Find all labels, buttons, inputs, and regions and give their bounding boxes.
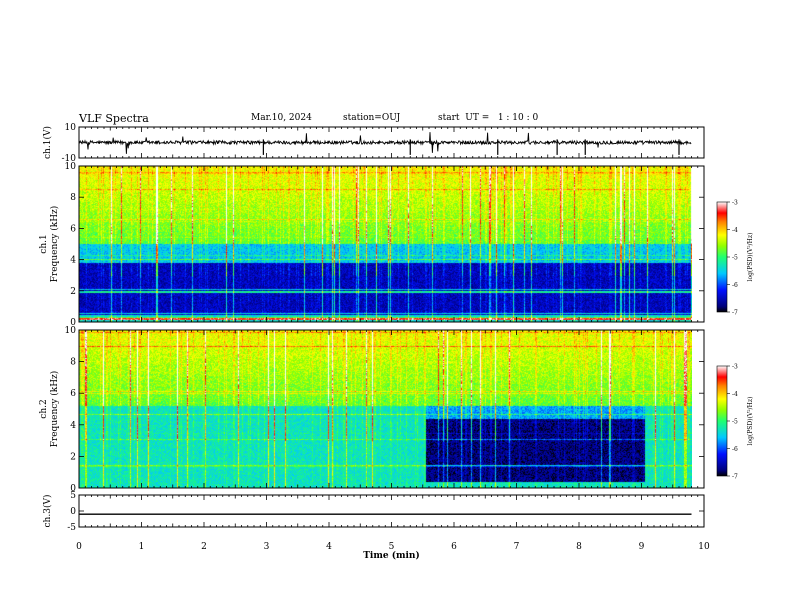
colorbar-ch1-label: log(PSD)(V²/Hz) xyxy=(747,233,754,282)
spectrogram-ch1-ytick-label: 6 xyxy=(70,224,76,234)
waveform-ch1-trace xyxy=(78,132,692,154)
colorbar-ch1-tick-label: -6 xyxy=(732,282,738,289)
xtick-label: 3 xyxy=(264,542,270,552)
xtick-label: 2 xyxy=(201,542,207,552)
spectrogram-ch1-ytick-label: 8 xyxy=(70,193,76,203)
waveform-ch3-ylabel: ch.3(V) xyxy=(42,495,53,528)
xtick-label: 7 xyxy=(514,542,520,552)
spectrogram-ch2-ylabel: Frequency (kHz) xyxy=(49,371,60,448)
x-axis-label: Time (min) xyxy=(363,550,420,561)
colorbar-ch1 xyxy=(716,201,728,313)
xtick-label: 1 xyxy=(139,542,145,552)
xtick-label: 0 xyxy=(76,542,82,552)
spectrogram-ch2-ytick-label: 4 xyxy=(70,421,76,431)
colorbar-ch1-tick-label: -7 xyxy=(732,310,738,317)
xtick-label: 9 xyxy=(639,542,645,552)
spectrogram-ch1-ylabel-channel: ch.1 xyxy=(39,234,49,253)
station-label: station=OUJ xyxy=(343,113,401,123)
spectrogram-ch1-image xyxy=(79,166,692,322)
spectrogram-ch2-ylabel-channel: ch.2 xyxy=(39,399,49,418)
chart-title: VLF Spectra xyxy=(79,112,149,125)
xtick-label: 8 xyxy=(576,542,582,552)
colorbar-ch2-label: log(PSD)(V²/Hz) xyxy=(747,397,754,446)
spectrogram-ch2-ytick-label: 10 xyxy=(65,326,77,336)
spectrogram-ch1-ylabel: Frequency (kHz) xyxy=(49,206,60,283)
spectrogram-ch2-ytick-label: 8 xyxy=(70,358,76,368)
colorbar-ch2-tick-label: -7 xyxy=(732,474,738,481)
date-label: Mar.10, 2024 xyxy=(251,113,312,123)
colorbar-ch1-tick-label: -4 xyxy=(732,227,738,234)
spectrogram-ch2-ytick-label: 0 xyxy=(70,484,76,494)
colorbar-ch1-tick-label: -5 xyxy=(732,255,738,262)
colorbar-ch2-tick-label: -4 xyxy=(732,391,738,398)
spectrogram-ch1-ytick-label: 2 xyxy=(70,287,76,297)
waveform-ch3-ytick-label: 5 xyxy=(70,491,76,501)
colorbar-ch2-tick-label: -5 xyxy=(732,419,738,426)
waveform-ch1-ylabel: ch.1(V) xyxy=(42,126,53,159)
spectrogram-ch2-ytick-label: 6 xyxy=(70,389,76,399)
waveform-ch1-ytick-label: -10 xyxy=(62,154,77,164)
spectrogram-ch2-image xyxy=(79,330,692,488)
waveform-ch1-ytick-label: 10 xyxy=(65,123,77,133)
xtick-label: 4 xyxy=(326,542,332,552)
spectrogram-ch2-ytick-label: 2 xyxy=(70,452,76,462)
colorbar-ch2-tick-label: -6 xyxy=(732,446,738,453)
waveform-ch3-ytick-label: 0 xyxy=(70,507,76,517)
xtick-label: 5 xyxy=(389,542,395,552)
spectrogram-ch1-ytick-label: 4 xyxy=(70,256,76,266)
waveform-ch3-ytick-label: -5 xyxy=(67,523,76,533)
start-time-label: start UT = 1 : 10 : 0 xyxy=(438,113,539,123)
spectrogram-ch1-ytick-label: 10 xyxy=(65,162,77,172)
colorbar-ch1-tick-label: -3 xyxy=(732,200,738,207)
colorbar-ch2-tick-label: -3 xyxy=(732,364,738,371)
spectrogram-ch1-ytick-label: 0 xyxy=(70,318,76,328)
xtick-label: 6 xyxy=(451,542,457,552)
xtick-label: 10 xyxy=(698,542,710,552)
colorbar-ch2 xyxy=(716,365,728,477)
